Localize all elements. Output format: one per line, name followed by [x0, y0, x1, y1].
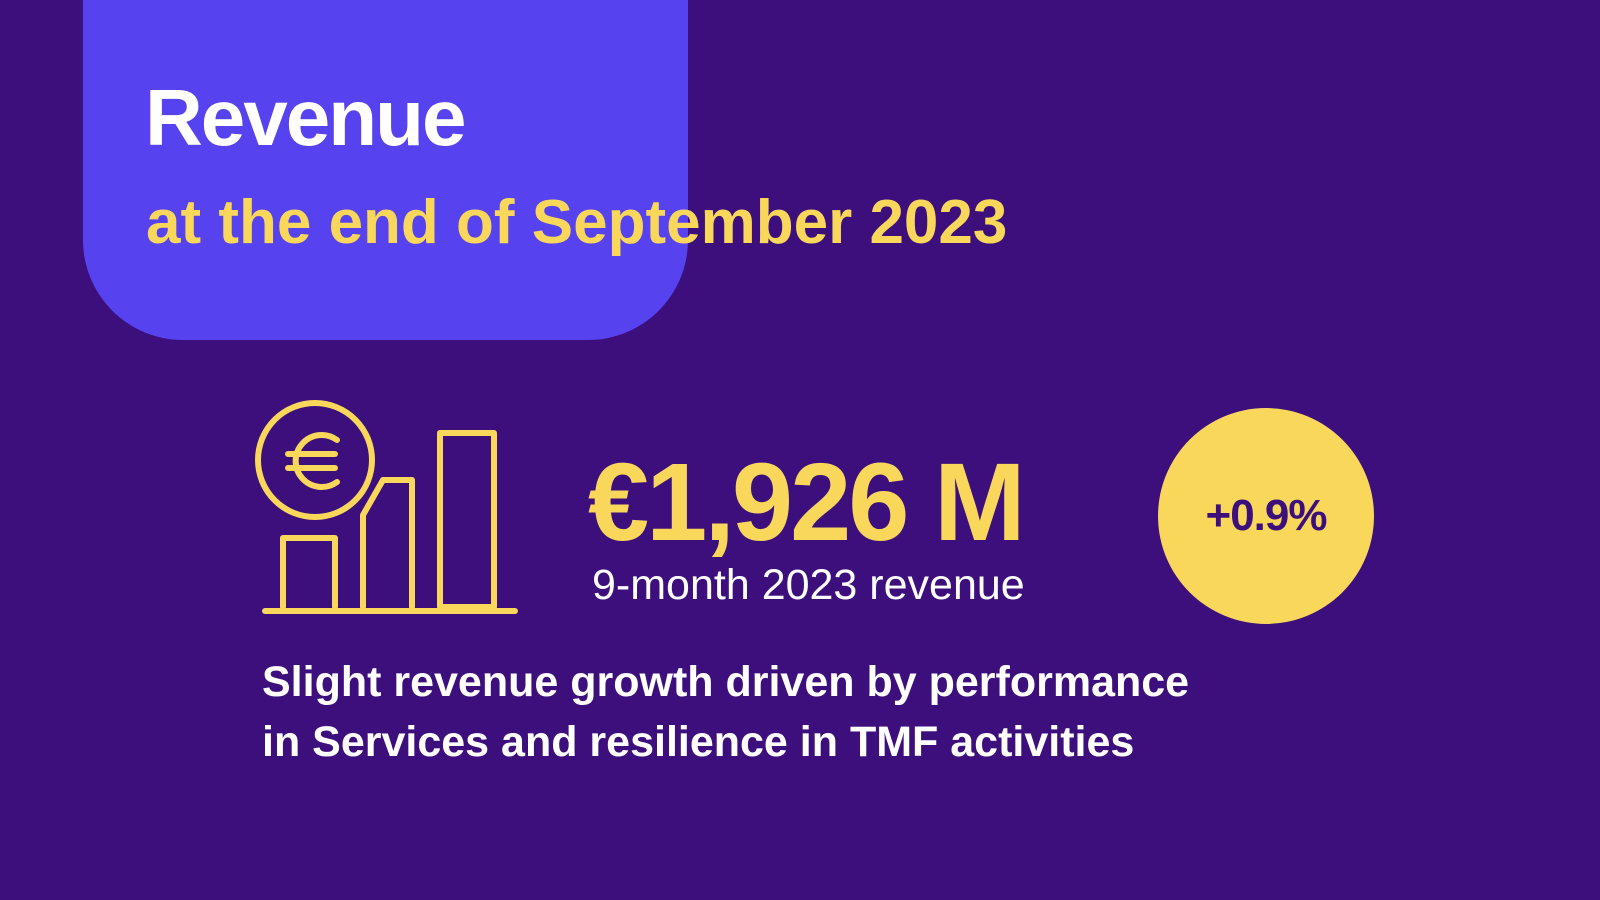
growth-badge: +0.9% [1158, 408, 1374, 624]
revenue-label: 9-month 2023 revenue [592, 561, 1025, 609]
description-line-1: Slight revenue growth driven by performa… [262, 658, 1190, 706]
bar-medium-icon [360, 477, 415, 610]
description-line-2: in Services and resilience in TMF activi… [262, 718, 1135, 766]
bar-large-icon [437, 430, 497, 610]
growth-value: +0.9% [1205, 491, 1328, 540]
revenue-value: €1,926 M [588, 441, 1026, 564]
description: Slight revenue growth driven by performa… [262, 652, 1462, 772]
euro-symbol-icon [292, 432, 340, 490]
euro-bar-chart-icon [255, 400, 518, 614]
bar-small-icon [280, 535, 338, 610]
euro-coin-icon [255, 400, 375, 520]
header-panel [83, 0, 688, 340]
page-subtitle: at the end of September 2023 [146, 188, 1008, 257]
page-title: Revenue [145, 73, 466, 162]
